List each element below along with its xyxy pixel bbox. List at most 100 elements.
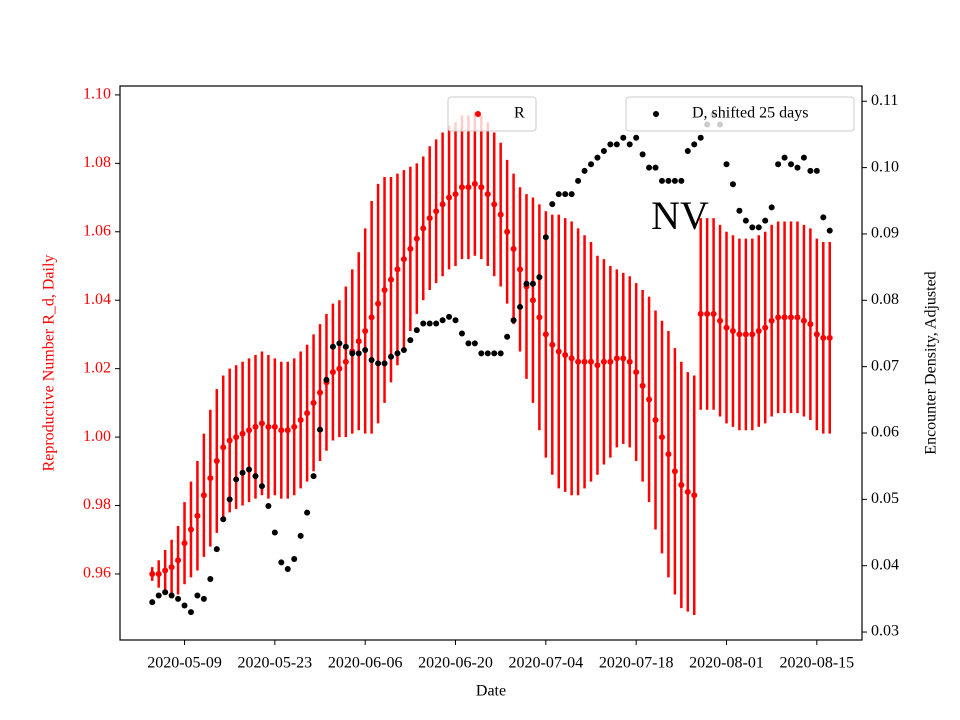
point	[658, 177, 665, 184]
point	[387, 276, 394, 283]
x-tick-label: 2020-06-06	[328, 655, 403, 672]
point	[562, 191, 569, 198]
point	[729, 181, 736, 188]
point	[220, 516, 227, 523]
point	[775, 314, 782, 321]
legend-box	[447, 96, 537, 132]
point	[278, 559, 285, 566]
point	[794, 164, 801, 171]
point	[723, 324, 730, 331]
y2-tick-label: 0.11	[871, 92, 898, 109]
point	[355, 350, 362, 357]
point	[575, 358, 582, 365]
point	[162, 567, 169, 574]
y-tick-label: 1.10	[83, 86, 111, 103]
point	[458, 330, 465, 337]
point	[213, 458, 220, 465]
point	[646, 396, 653, 403]
y-tick-label: 1.08	[83, 154, 111, 171]
point	[458, 184, 465, 191]
point	[665, 177, 672, 184]
legend-label: D, shifted 25 days	[692, 105, 808, 122]
point	[265, 423, 272, 430]
point	[749, 224, 756, 231]
point	[665, 451, 672, 458]
point	[471, 340, 478, 347]
point	[394, 266, 401, 273]
point	[465, 340, 472, 347]
y-axis-label: Reproductive Number R_d, Daily	[41, 255, 58, 472]
point	[420, 225, 427, 232]
x-tick-label: 2020-08-01	[689, 655, 764, 672]
x-tick-label: 2020-06-20	[418, 655, 493, 672]
point	[671, 177, 678, 184]
point	[452, 317, 459, 324]
y-tick-label: 0.96	[83, 565, 111, 582]
point	[813, 331, 820, 338]
point	[542, 234, 549, 241]
point	[252, 473, 259, 480]
point	[781, 314, 788, 321]
legend-marker	[653, 111, 659, 117]
point	[400, 347, 407, 354]
point	[291, 423, 298, 430]
x-tick-label: 2020-07-04	[509, 655, 584, 672]
point	[633, 134, 640, 141]
point	[620, 134, 627, 141]
point	[807, 321, 814, 328]
point	[639, 151, 646, 158]
plot-frame	[119, 85, 863, 641]
point	[413, 235, 420, 242]
point	[246, 427, 253, 434]
point	[517, 266, 524, 273]
point	[620, 355, 627, 362]
point	[342, 343, 349, 350]
point	[239, 430, 246, 437]
point	[658, 434, 665, 441]
y-tick-label: 1.06	[83, 222, 111, 239]
point	[207, 575, 214, 582]
point	[491, 350, 498, 357]
point	[510, 245, 517, 252]
point	[736, 331, 743, 338]
point	[697, 310, 704, 317]
point	[304, 509, 311, 516]
legend-label: R	[514, 105, 525, 122]
point	[271, 423, 278, 430]
point	[381, 360, 388, 367]
point	[523, 280, 530, 287]
point	[484, 191, 491, 198]
point	[594, 362, 601, 369]
point	[729, 328, 736, 335]
point	[375, 300, 382, 307]
y2-tick-label: 0.09	[871, 225, 899, 242]
y2-tick-label: 0.05	[871, 490, 899, 507]
point	[200, 492, 207, 499]
point	[317, 389, 324, 396]
point	[504, 333, 511, 340]
point	[484, 350, 491, 357]
point	[381, 286, 388, 293]
point	[736, 207, 743, 214]
point	[826, 227, 833, 234]
point	[813, 167, 820, 174]
point	[536, 274, 543, 281]
legend-marker	[475, 111, 481, 117]
y-tick-label: 1.04	[83, 291, 111, 308]
x-tick-label: 2020-07-18	[599, 655, 674, 672]
x-tick-label: 2020-08-15	[780, 655, 855, 672]
point	[291, 556, 298, 563]
point	[420, 320, 427, 327]
point	[175, 557, 182, 564]
point	[323, 376, 330, 383]
point	[749, 331, 756, 338]
point	[684, 148, 691, 155]
y2-tick-label: 0.04	[871, 556, 899, 573]
point	[536, 314, 543, 321]
point	[529, 280, 536, 287]
legend-box	[625, 96, 855, 132]
annotation: NV	[651, 193, 709, 238]
point	[820, 334, 827, 341]
point	[755, 224, 762, 231]
